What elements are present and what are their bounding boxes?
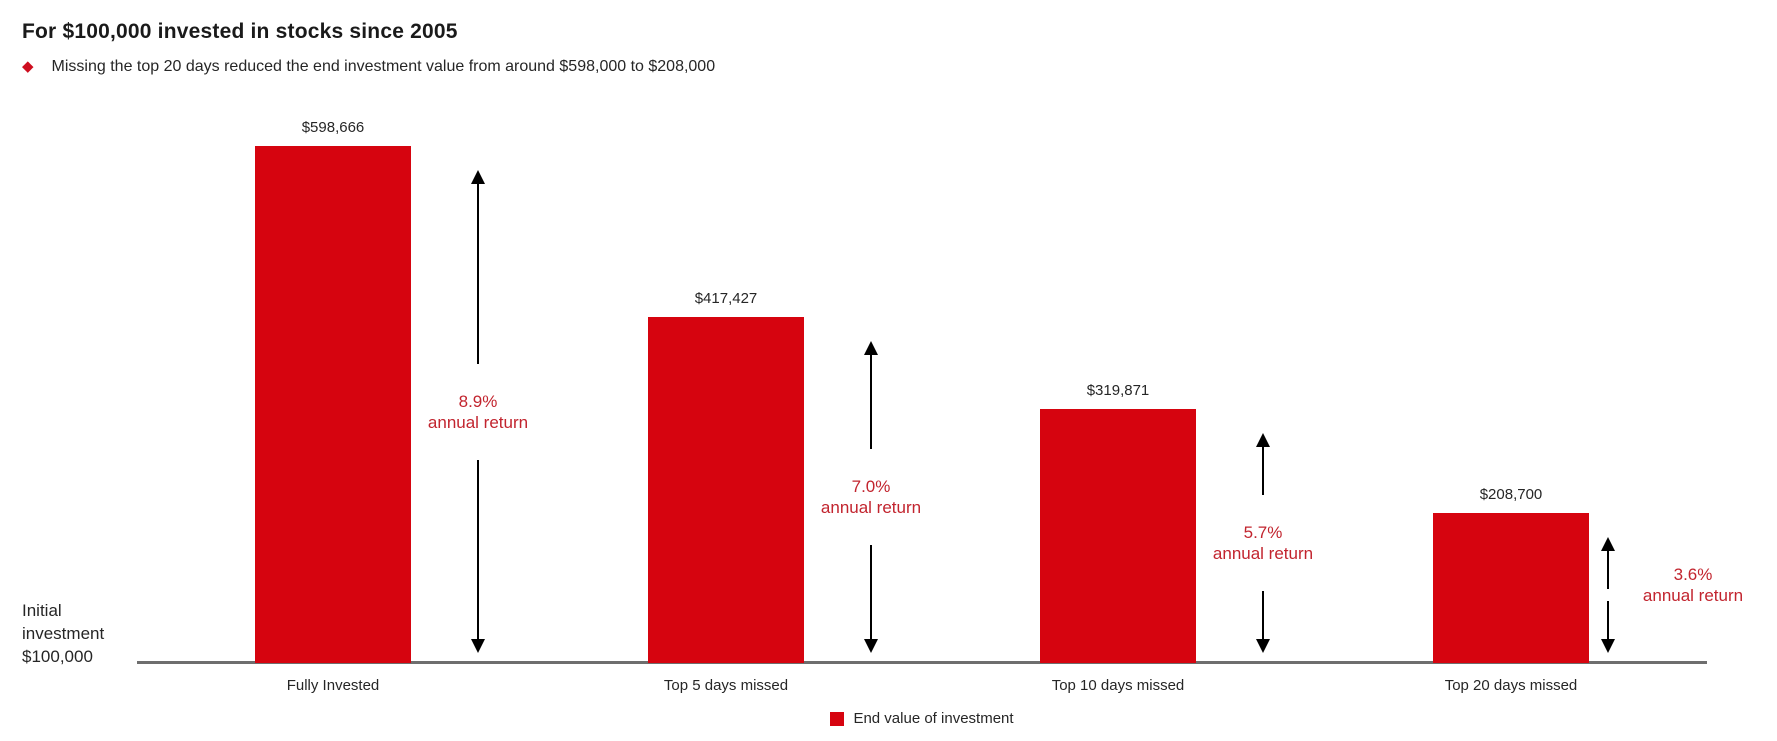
category-label: Top 10 days missed (1051, 677, 1185, 694)
bar-value-label: $208,700 (1479, 486, 1543, 503)
return-suffix: annual return (1212, 544, 1314, 563)
category-label: Top 20 days missed (1444, 677, 1578, 694)
return-suffix: annual return (427, 412, 529, 432)
chart-subtitle-row: ◆ Missing the top 20 days reduced the en… (22, 57, 715, 77)
arrow-line-lower (1262, 591, 1264, 640)
bar-value-label: $598,666 (301, 119, 365, 136)
legend: End value of investment (137, 710, 1707, 727)
return-suffix: annual return (1642, 586, 1744, 605)
down-arrowhead-icon (1601, 639, 1615, 653)
x-axis-line (137, 661, 1707, 664)
initial-investment-line2: investment (22, 624, 105, 643)
arrow-line-upper (477, 183, 479, 364)
up-arrowhead-icon (864, 341, 878, 355)
bar (255, 146, 411, 663)
arrow-line-upper (870, 354, 872, 449)
down-arrowhead-icon (471, 639, 485, 653)
chart-title: For $100,000 invested in stocks since 20… (22, 20, 458, 43)
arrow-line-upper (1262, 446, 1264, 495)
arrow-line-lower (1607, 601, 1609, 640)
arrow-line-lower (870, 545, 872, 640)
annual-return-label: 7.0% annual return (781, 476, 961, 518)
arrow-line-upper (1607, 550, 1609, 589)
annual-return-label: 5.7% annual return (1173, 522, 1353, 564)
annual-return-label: 8.9% annual return (388, 391, 568, 433)
return-suffix: annual return (820, 498, 922, 517)
return-percent: 3.6% (1673, 565, 1713, 584)
bar (1040, 409, 1196, 663)
down-arrowhead-icon (1256, 639, 1270, 653)
category-label: Fully Invested (286, 677, 380, 694)
legend-label: End value of investment (853, 710, 1014, 727)
up-arrowhead-icon (1256, 433, 1270, 447)
up-arrowhead-icon (1601, 537, 1615, 551)
chart-subtitle: Missing the top 20 days reduced the end … (51, 58, 716, 75)
bar (1433, 513, 1589, 663)
return-percent: 5.7% (1243, 523, 1283, 542)
arrow-line-lower (477, 459, 479, 640)
legend-red-square-icon (830, 711, 845, 726)
bar-value-label: $319,871 (1086, 382, 1150, 399)
up-arrowhead-icon (471, 170, 485, 184)
return-percent: 8.9% (458, 391, 498, 411)
down-arrowhead-icon (864, 639, 878, 653)
return-percent: 7.0% (851, 477, 891, 496)
category-label: Top 5 days missed (663, 677, 789, 694)
annual-return-label: 3.6% annual return (1633, 564, 1753, 606)
bar (648, 317, 804, 663)
initial-investment-line1: Initial (22, 601, 62, 620)
initial-investment-line3: $100,000 (22, 647, 93, 666)
bar-value-label: $417,427 (694, 290, 758, 307)
diamond-bullet-icon: ◆ (22, 58, 34, 75)
initial-investment-label: Initial investment $100,000 (22, 599, 104, 668)
